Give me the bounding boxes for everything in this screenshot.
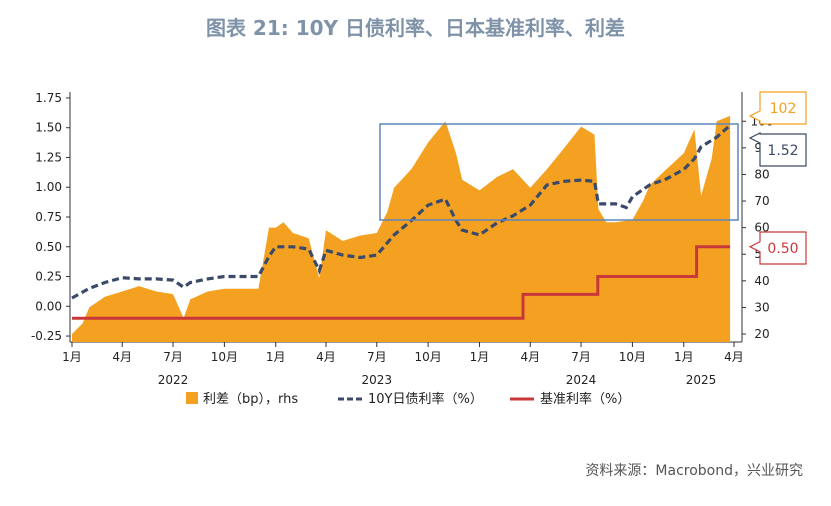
x-tick-label: 10月 bbox=[211, 350, 238, 364]
left-tick-label: -0.25 bbox=[31, 329, 62, 343]
policy-rate-line bbox=[72, 245, 731, 320]
callout-label: 0.50 bbox=[767, 241, 798, 257]
x-tick-label: 4月 bbox=[316, 350, 336, 364]
left-tick-label: 0.50 bbox=[35, 240, 62, 254]
left-tick-label: 1.00 bbox=[35, 180, 62, 194]
callout-label: 1.52 bbox=[767, 143, 798, 159]
callout-0: 102 bbox=[748, 91, 807, 125]
chart-title: 图表 21: 10Y 日债利率、日本基准利率、利差 bbox=[205, 16, 626, 40]
x-tick-label: 4月 bbox=[520, 350, 540, 364]
right-tick-label: 80 bbox=[754, 167, 769, 181]
right-tick-label: 60 bbox=[754, 221, 769, 235]
x-tick-label: 10月 bbox=[619, 350, 646, 364]
callout-2: 0.50 bbox=[748, 231, 807, 265]
right-tick-label: 40 bbox=[754, 274, 769, 288]
callout-box bbox=[748, 231, 807, 265]
right-tick-label: 30 bbox=[754, 300, 769, 314]
right-tick-label: 70 bbox=[754, 194, 769, 208]
highlight-box bbox=[379, 123, 739, 221]
left-tick-label: 0.75 bbox=[35, 210, 62, 224]
x-tick-label: 7月 bbox=[163, 350, 183, 364]
x-tick-label: 7月 bbox=[571, 350, 591, 364]
left-tick-label: 1.50 bbox=[35, 121, 62, 135]
x-year-label: 2024 bbox=[566, 373, 597, 387]
x-tick-label: 4月 bbox=[112, 350, 132, 364]
callout-label: 102 bbox=[770, 101, 797, 117]
left-tick-label: 1.25 bbox=[35, 150, 62, 164]
x-tick-label: 7月 bbox=[367, 350, 387, 364]
right-tick-label: 20 bbox=[754, 327, 769, 341]
left-tick-label: 1.75 bbox=[35, 91, 62, 105]
left-tick-label: 0.00 bbox=[35, 299, 62, 313]
x-tick-label: 1月 bbox=[470, 350, 490, 364]
x-year-label: 2022 bbox=[158, 373, 189, 387]
legend-swatch-spread bbox=[186, 392, 198, 404]
legend-label: 利差（bp），rhs bbox=[203, 392, 298, 407]
x-tick-label: 1月 bbox=[62, 350, 82, 364]
legend-label: 基准利率（%） bbox=[540, 391, 630, 407]
combo-chart: -0.25 0.00 0.25 0.50 0.75 1.00 1.25 1.50 1.75 20 3… bbox=[31, 91, 807, 407]
left-tick-label: 0.25 bbox=[35, 270, 62, 284]
callout-box bbox=[748, 91, 807, 125]
x-year-label: 2023 bbox=[361, 373, 392, 387]
spread-area bbox=[72, 115, 731, 343]
x-tick-label: 1月 bbox=[266, 350, 286, 364]
callout-box bbox=[748, 132, 807, 167]
x-year-label: 2025 bbox=[686, 373, 717, 387]
source-note: 资料来源：Macrobond，兴业研究 bbox=[585, 463, 803, 479]
x-tick-label: 4月 bbox=[724, 350, 744, 364]
legend-label: 10Y日债利率（%） bbox=[368, 391, 483, 407]
x-tick-label: 1月 bbox=[674, 350, 694, 364]
x-tick-label: 10月 bbox=[414, 350, 441, 364]
callout-1: 1.52 bbox=[748, 132, 807, 167]
legend: 利差（bp），rhs 10Y日债利率（%） 基准利率（%） bbox=[186, 391, 630, 407]
